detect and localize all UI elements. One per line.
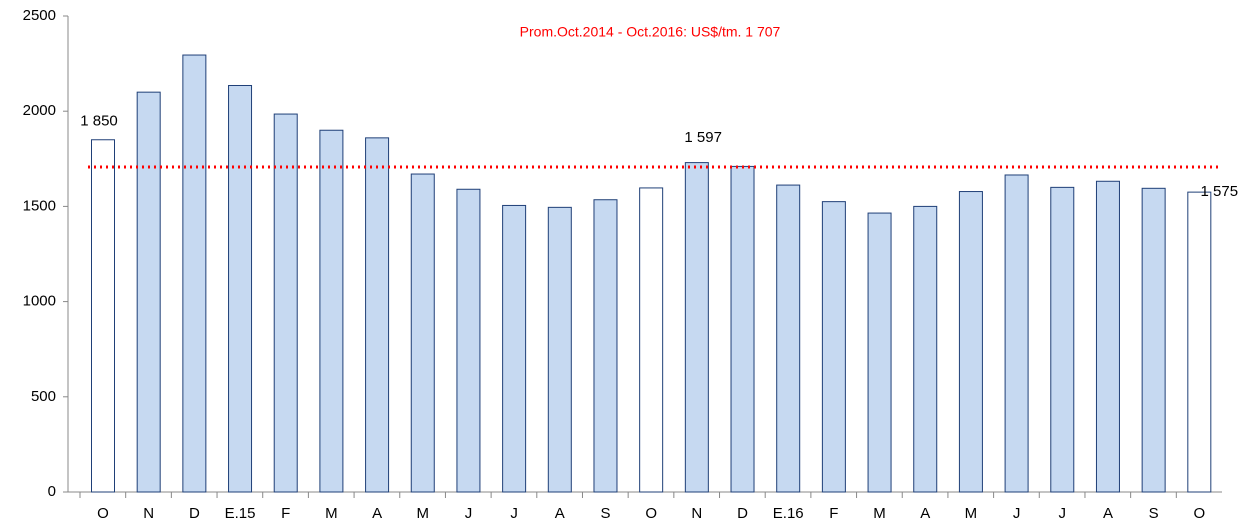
x-tick-label: J <box>1059 505 1067 522</box>
bar <box>913 205 938 493</box>
x-tick-label: M <box>417 505 430 522</box>
bar <box>410 173 435 493</box>
x-tick-label: M <box>873 505 886 522</box>
x-tick-label: A <box>1103 505 1113 522</box>
bar <box>365 137 390 493</box>
data-label: 1 575 <box>1201 183 1239 200</box>
x-tick-label: N <box>143 505 154 522</box>
bar <box>319 129 344 493</box>
y-tick-label: 2500 <box>23 7 56 24</box>
data-label: 1 597 <box>684 129 722 146</box>
x-tick-label: N <box>691 505 702 522</box>
bar <box>730 165 755 493</box>
y-tick-label: 0 <box>48 483 56 500</box>
bar <box>1004 174 1029 493</box>
y-tick-label: 1500 <box>23 197 56 214</box>
x-tick-label: A <box>920 505 930 522</box>
bar <box>776 184 801 493</box>
bar <box>958 191 983 493</box>
x-tick-label: O <box>1193 505 1205 522</box>
bar <box>228 84 253 493</box>
x-tick-label: J <box>1013 505 1021 522</box>
x-tick-label: A <box>555 505 565 522</box>
bar <box>136 91 161 493</box>
bar <box>502 204 527 493</box>
chart-subtitle: Prom.Oct.2014 - Oct.2016: US$/tm. 1 707 <box>520 24 781 40</box>
bar <box>182 54 207 493</box>
x-tick-label: M <box>965 505 978 522</box>
data-label: 1 850 <box>80 113 118 130</box>
bar <box>1095 180 1120 493</box>
x-tick-label: S <box>600 505 610 522</box>
y-tick-label: 1000 <box>23 293 56 310</box>
bar <box>547 206 572 493</box>
x-tick-label: J <box>465 505 473 522</box>
bar <box>684 162 709 493</box>
x-tick-label: A <box>372 505 382 522</box>
y-tick-label: 2000 <box>23 102 56 119</box>
x-tick-label: D <box>737 505 748 522</box>
bar <box>1187 191 1212 493</box>
x-tick-label: O <box>645 505 657 522</box>
bar <box>639 187 664 493</box>
x-tick-label: E.15 <box>225 505 256 522</box>
bar <box>273 113 298 493</box>
y-tick-label: 500 <box>31 388 56 405</box>
x-tick-label: J <box>510 505 518 522</box>
bar <box>1141 187 1166 493</box>
x-tick-label: D <box>189 505 200 522</box>
x-tick-label: S <box>1149 505 1159 522</box>
bar <box>593 199 618 493</box>
bar <box>821 201 846 493</box>
x-tick-label: M <box>325 505 338 522</box>
bar <box>91 139 115 493</box>
bar <box>1050 186 1075 493</box>
bar <box>867 212 892 493</box>
x-tick-label: E.16 <box>773 505 804 522</box>
bar <box>456 188 481 493</box>
x-tick-label: F <box>829 505 838 522</box>
x-tick-label: O <box>97 505 109 522</box>
x-tick-label: F <box>281 505 290 522</box>
